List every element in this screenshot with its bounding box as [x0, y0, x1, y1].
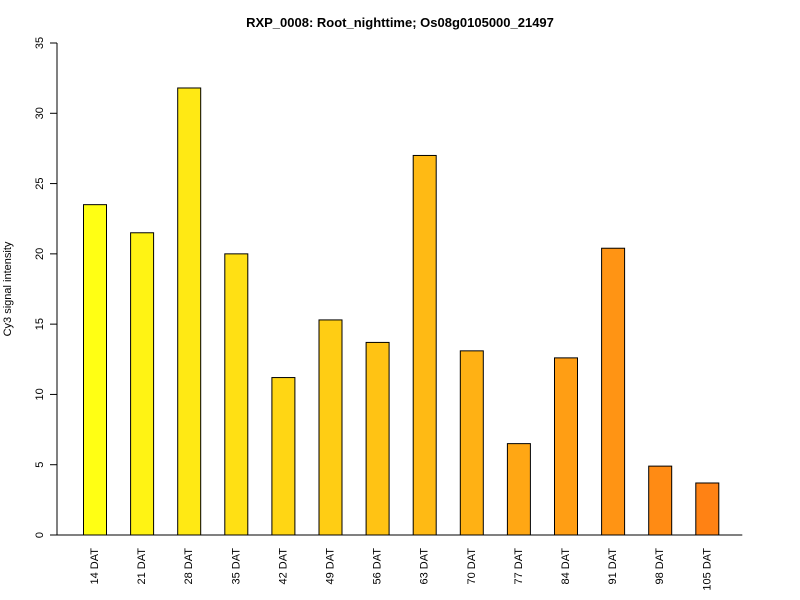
y-tick-label: 35 — [34, 37, 46, 49]
x-tick-label: 63 DAT — [419, 548, 431, 585]
y-tick-label: 25 — [34, 177, 46, 189]
y-tick-label: 15 — [34, 318, 46, 330]
bar — [695, 482, 720, 536]
bar — [318, 319, 343, 536]
y-tick-label: 10 — [34, 388, 46, 400]
y-tick-label: 30 — [34, 107, 46, 119]
bar — [365, 341, 390, 536]
bar — [506, 443, 531, 536]
bars — [83, 87, 720, 536]
y-tick-label: 0 — [34, 532, 46, 538]
bar — [412, 154, 437, 536]
bar — [601, 247, 626, 536]
x-tick-label: 70 DAT — [466, 548, 478, 585]
bar — [554, 357, 578, 536]
bar — [130, 232, 155, 536]
x-axis: 14 DAT 21 DAT 28 DAT 35 DAT 42 DAT 49 DAT 56 D… — [57, 534, 743, 591]
x-tick-label: 77 DAT — [513, 548, 525, 585]
y-axis-label: Cy3 signal intensity — [2, 241, 14, 336]
y-axis: 0 5 10 15 20 25 30 35 — [34, 37, 58, 538]
x-tick-label: 42 DAT — [277, 548, 289, 585]
y-tick-label: 20 — [34, 248, 46, 260]
x-tick-label: 56 DAT — [372, 548, 384, 585]
bar — [648, 465, 673, 536]
x-tick-label: 98 DAT — [654, 548, 666, 585]
bar — [83, 204, 107, 536]
x-tick-label: 14 DAT — [89, 548, 101, 585]
x-tick-label: 28 DAT — [183, 548, 195, 585]
x-tick-label: 84 DAT — [560, 548, 572, 585]
x-tick-label: 91 DAT — [607, 548, 619, 585]
bar — [271, 377, 296, 536]
x-tick-label: 105 DAT — [701, 548, 713, 591]
x-tick-label: 35 DAT — [230, 548, 242, 585]
bar — [459, 350, 484, 536]
bar — [224, 253, 249, 536]
chart-title: RXP_0008: Root_nighttime; Os08g0105000_2… — [246, 15, 554, 30]
bar — [177, 87, 202, 536]
y-tick-label: 5 — [34, 462, 46, 468]
x-tick-label: 49 DAT — [325, 548, 337, 585]
x-tick-label: 21 DAT — [136, 548, 148, 585]
